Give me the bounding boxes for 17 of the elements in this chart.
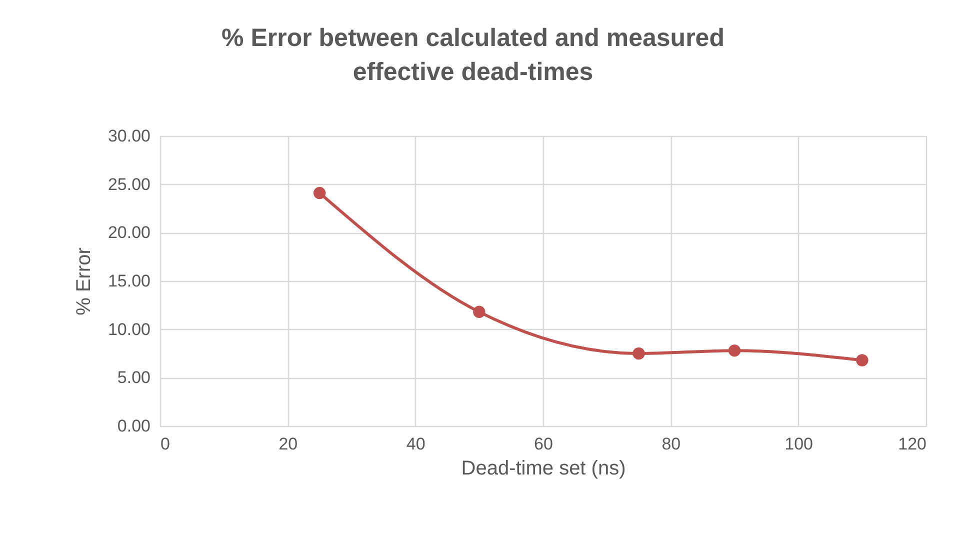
x-tick-label: 20 [278,434,298,454]
y-axis-title: % Error [72,247,95,316]
x-tick-label: 120 [898,434,926,454]
chart-title: % Error between calculated and measured effective dead-times [222,24,724,86]
y-tick-label: 15.00 [108,272,150,290]
y-tick-label: 0.00 [117,416,150,436]
y-tick-label: 20.00 [108,223,150,242]
x-tick-label: 40 [406,434,426,454]
y-tick-label: 10.00 [108,320,150,339]
x-tick-label: 0 [160,434,170,454]
y-tick-label: 25.00 [108,174,150,194]
y-tick-label: 5.00 [117,368,150,388]
y-tick-label: 30.00 [108,126,150,146]
x-tick-label: 80 [662,434,681,454]
x-axis-title: Dead-time set (ns) [461,458,626,480]
x-tick-label: 60 [534,434,553,454]
x-tick-label: 100 [784,434,814,454]
